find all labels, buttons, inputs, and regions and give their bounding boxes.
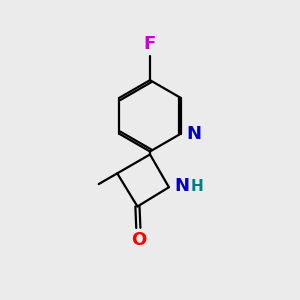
Text: F: F — [144, 35, 156, 53]
Text: H: H — [190, 178, 203, 194]
Text: N: N — [186, 125, 201, 143]
Text: N: N — [174, 177, 189, 195]
Text: O: O — [131, 231, 146, 249]
